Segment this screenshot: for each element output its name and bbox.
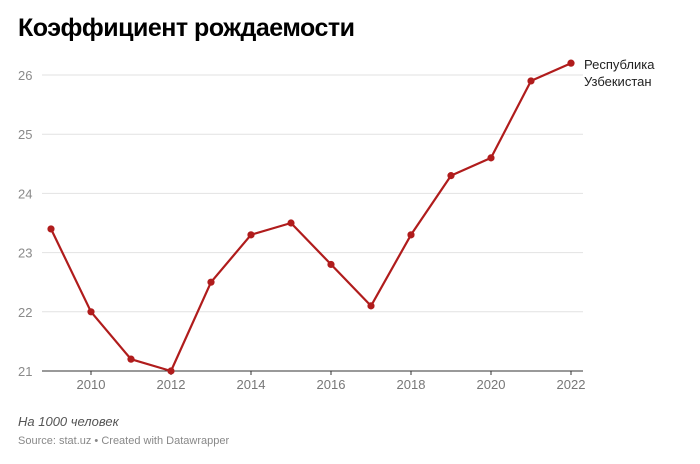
data-point [327,260,335,269]
data-point [167,367,175,375]
data-point [367,302,375,310]
y-tick-label: 23 [18,246,32,261]
data-point [567,59,575,67]
x-tick-label: 2014 [237,377,266,392]
unit-note: На 1000 человек [18,414,119,429]
y-tick-label: 22 [18,305,32,320]
series-label-line-2: Узбекистан [584,74,652,89]
x-tick-label: 2022 [557,377,586,392]
data-point [87,308,95,316]
series-label-line-1: Республика [584,57,655,72]
x-tick-label: 2018 [397,377,426,392]
x-tick-label: 2010 [77,377,106,392]
x-tick-label: 2020 [477,377,506,392]
data-point [447,172,455,180]
y-tick-label: 26 [18,68,32,83]
data-point [207,278,215,286]
chart-title: Коэффициент рождаемости [18,14,355,42]
x-tick-label: 2016 [317,377,346,392]
series-points [47,59,575,375]
data-point [487,154,495,162]
data-point [287,219,295,227]
x-tick-label: 2012 [157,377,186,392]
x-axis-ticks: 2010 2012 2014 2016 2018 2020 2022 [77,371,586,392]
y-tick-label: 21 [18,364,32,379]
data-point [47,225,55,233]
data-point [247,231,255,239]
y-tick-label: 25 [18,127,32,142]
data-point [407,231,415,239]
y-tick-label: 24 [18,186,32,201]
data-point [127,355,135,363]
gridlines [42,74,583,372]
series-line [50,62,572,373]
source-credit: Source: stat.uz • Created with Datawrapp… [18,435,230,447]
data-point [527,77,535,85]
y-axis-ticks: 21 22 23 24 25 26 [18,68,32,379]
